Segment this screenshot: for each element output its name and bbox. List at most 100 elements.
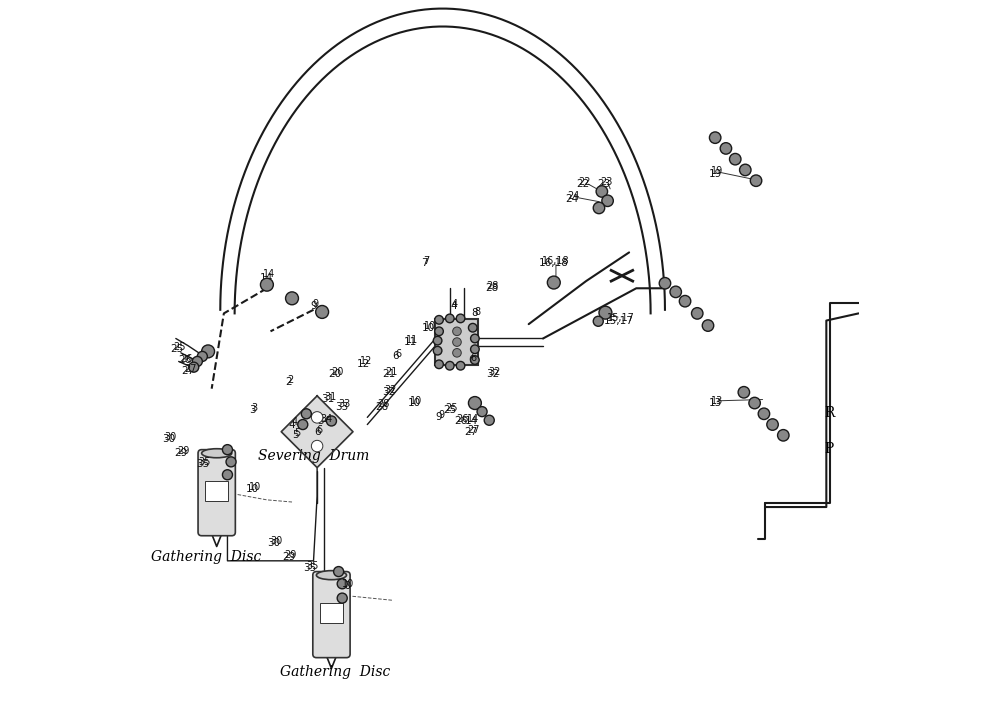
- Circle shape: [453, 338, 461, 346]
- Circle shape: [260, 278, 273, 291]
- Text: 9: 9: [436, 413, 442, 423]
- Circle shape: [286, 292, 298, 305]
- Text: 12: 12: [360, 356, 372, 366]
- Circle shape: [298, 420, 308, 430]
- Text: 13: 13: [709, 398, 722, 408]
- Text: 9: 9: [313, 299, 319, 309]
- Text: 6: 6: [393, 351, 399, 361]
- Circle shape: [337, 593, 347, 603]
- Text: 4: 4: [450, 301, 457, 311]
- Text: 31: 31: [324, 392, 336, 402]
- Text: 34: 34: [320, 414, 333, 424]
- Text: 8: 8: [472, 308, 478, 318]
- Text: 26: 26: [178, 355, 191, 365]
- Text: 4: 4: [452, 299, 458, 309]
- Text: 33: 33: [338, 400, 350, 410]
- Circle shape: [547, 276, 560, 289]
- Text: 23: 23: [600, 177, 612, 187]
- Text: 10: 10: [422, 323, 435, 333]
- Circle shape: [730, 153, 741, 165]
- Text: 10: 10: [342, 579, 354, 589]
- Text: 6: 6: [314, 427, 320, 437]
- Text: 11: 11: [406, 335, 419, 345]
- Text: 10: 10: [407, 398, 420, 408]
- Circle shape: [593, 316, 603, 326]
- Text: 26: 26: [457, 414, 469, 424]
- Circle shape: [435, 360, 443, 369]
- Text: 4: 4: [291, 418, 297, 428]
- Text: 26: 26: [180, 354, 193, 364]
- Text: 5: 5: [292, 431, 299, 441]
- Ellipse shape: [316, 571, 347, 580]
- Circle shape: [468, 397, 481, 410]
- Text: 29: 29: [284, 550, 297, 560]
- Text: 10: 10: [339, 581, 352, 591]
- Text: 9: 9: [310, 301, 317, 311]
- Text: 10: 10: [249, 482, 261, 492]
- Text: 6: 6: [470, 353, 477, 363]
- Circle shape: [433, 336, 442, 345]
- Circle shape: [456, 361, 465, 370]
- Text: 30: 30: [268, 538, 281, 548]
- Circle shape: [767, 419, 778, 431]
- Text: 35: 35: [196, 459, 209, 469]
- Text: 7: 7: [421, 258, 428, 268]
- Circle shape: [311, 412, 323, 423]
- Text: 28: 28: [378, 400, 390, 410]
- Bar: [320, 603, 343, 623]
- Text: 10: 10: [246, 484, 259, 494]
- Text: 10: 10: [410, 396, 422, 406]
- Circle shape: [445, 361, 454, 370]
- Circle shape: [691, 307, 703, 319]
- Polygon shape: [281, 396, 353, 467]
- Text: 32: 32: [385, 385, 397, 395]
- Text: 20: 20: [331, 367, 343, 377]
- Text: 15,17: 15,17: [607, 313, 634, 323]
- Text: 3: 3: [252, 403, 258, 413]
- Text: 4: 4: [289, 420, 295, 430]
- Circle shape: [435, 327, 443, 336]
- Circle shape: [334, 567, 344, 577]
- Text: 16,18: 16,18: [542, 256, 570, 266]
- Text: 11: 11: [404, 337, 417, 347]
- Text: 35: 35: [306, 561, 318, 571]
- Text: 29: 29: [177, 446, 189, 456]
- Text: 22: 22: [576, 179, 589, 189]
- Text: 14: 14: [467, 414, 480, 424]
- Text: 32: 32: [382, 387, 395, 397]
- Text: 30: 30: [270, 536, 282, 546]
- Text: 29: 29: [282, 552, 295, 562]
- Text: 25: 25: [446, 403, 458, 413]
- Text: 30: 30: [164, 432, 176, 442]
- Circle shape: [484, 415, 494, 426]
- Text: 21: 21: [385, 367, 397, 377]
- Circle shape: [471, 345, 479, 354]
- Text: 29: 29: [174, 449, 187, 458]
- Circle shape: [192, 356, 202, 366]
- Circle shape: [758, 408, 770, 420]
- Bar: [435, 319, 478, 365]
- Circle shape: [477, 407, 487, 417]
- Text: 24: 24: [568, 192, 580, 202]
- Text: 2: 2: [287, 375, 294, 385]
- Circle shape: [709, 132, 721, 143]
- Text: 27: 27: [467, 425, 480, 435]
- Text: 6: 6: [316, 425, 322, 435]
- Text: 12: 12: [357, 359, 370, 369]
- Text: Gathering  Disc: Gathering Disc: [280, 665, 390, 678]
- Circle shape: [602, 195, 613, 207]
- Text: R: R: [824, 406, 835, 420]
- Text: 28: 28: [487, 281, 499, 291]
- Text: 15,17: 15,17: [603, 315, 633, 325]
- Bar: [205, 481, 228, 500]
- Text: 14: 14: [260, 272, 274, 282]
- Text: 2: 2: [285, 377, 292, 387]
- Text: 24: 24: [565, 194, 578, 204]
- Text: 21: 21: [382, 369, 395, 379]
- Text: 6: 6: [468, 355, 475, 365]
- Circle shape: [596, 186, 608, 197]
- Text: 32: 32: [488, 367, 500, 377]
- Circle shape: [720, 143, 732, 154]
- Text: 13: 13: [711, 396, 723, 406]
- Circle shape: [471, 356, 479, 364]
